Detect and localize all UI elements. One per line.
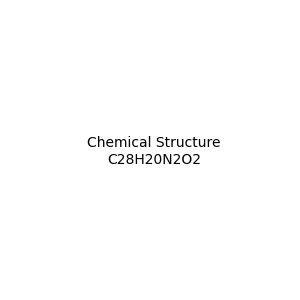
Text: Chemical Structure
C28H20N2O2: Chemical Structure C28H20N2O2 [87, 136, 220, 166]
